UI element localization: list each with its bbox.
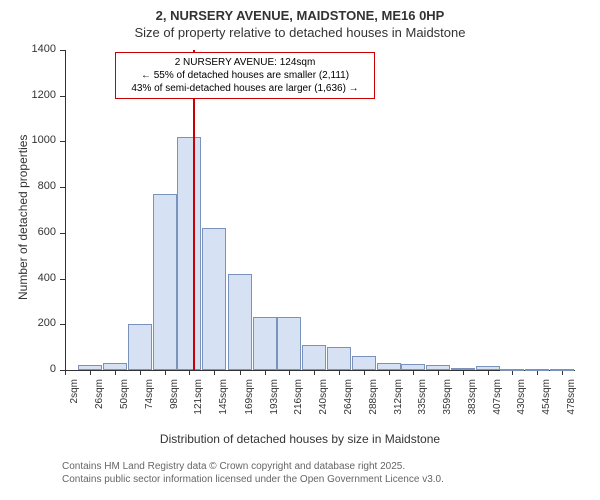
y-axis-line: [65, 50, 66, 370]
chart-title-address: 2, NURSERY AVENUE, MAIDSTONE, ME16 0HP: [0, 8, 600, 23]
x-tick: [413, 370, 414, 375]
histogram-bar: [500, 369, 524, 371]
x-tick-label: 264sqm: [343, 379, 354, 479]
y-tick-label: 1000: [0, 134, 56, 146]
histogram-bar: [525, 369, 549, 371]
annotation-line: ← 55% of detached houses are smaller (2,…: [122, 69, 368, 82]
x-tick-label: 50sqm: [119, 379, 130, 479]
y-tick-label: 1400: [0, 43, 56, 55]
x-tick: [65, 370, 66, 375]
histogram-bar: [202, 228, 226, 370]
x-tick: [463, 370, 464, 375]
x-tick-label: 383sqm: [467, 379, 478, 479]
x-tick: [90, 370, 91, 375]
y-tick-label: 200: [0, 317, 56, 329]
x-tick-label: 145sqm: [218, 379, 229, 479]
x-tick: [289, 370, 290, 375]
histogram-bar: [451, 368, 475, 370]
y-tick: [60, 96, 65, 97]
y-tick-label: 800: [0, 180, 56, 192]
histogram-bar: [476, 366, 500, 370]
y-tick: [60, 141, 65, 142]
annotation-line: 43% of semi-detached houses are larger (…: [122, 82, 368, 95]
histogram-bar: [177, 137, 201, 370]
chart-subtitle: Size of property relative to detached ho…: [0, 25, 600, 40]
x-tick: [488, 370, 489, 375]
y-tick-label: 0: [0, 363, 56, 375]
histogram-bar: [377, 363, 401, 370]
x-tick: [438, 370, 439, 375]
histogram-bar: [401, 364, 425, 370]
y-tick: [60, 187, 65, 188]
annotation-line: 2 NURSERY AVENUE: 124sqm: [122, 56, 368, 69]
x-tick-label: 193sqm: [269, 379, 280, 479]
histogram-bar: [550, 369, 574, 371]
chart-container: 2, NURSERY AVENUE, MAIDSTONE, ME16 0HP S…: [0, 0, 600, 500]
x-axis-line: [65, 370, 575, 371]
y-tick: [60, 50, 65, 51]
x-tick-label: 98sqm: [169, 379, 180, 479]
x-tick-label: 335sqm: [417, 379, 428, 479]
histogram-bar: [228, 274, 252, 370]
x-tick: [389, 370, 390, 375]
x-tick: [140, 370, 141, 375]
histogram-bar: [253, 317, 277, 370]
x-tick: [339, 370, 340, 375]
x-tick-label: 2sqm: [69, 379, 80, 479]
x-tick-label: 430sqm: [516, 379, 527, 479]
x-tick-label: 454sqm: [541, 379, 552, 479]
x-tick-label: 74sqm: [144, 379, 155, 479]
y-tick-label: 600: [0, 226, 56, 238]
histogram-bar: [153, 194, 177, 370]
x-tick-label: 288sqm: [368, 379, 379, 479]
x-tick-label: 478sqm: [566, 379, 577, 479]
x-tick-label: 121sqm: [193, 379, 204, 479]
histogram-bar: [78, 365, 102, 370]
histogram-bar: [103, 363, 127, 370]
x-tick-label: 312sqm: [393, 379, 404, 479]
y-tick-label: 400: [0, 272, 56, 284]
x-tick: [240, 370, 241, 375]
x-tick: [265, 370, 266, 375]
x-tick: [189, 370, 190, 375]
x-tick: [115, 370, 116, 375]
y-tick: [60, 279, 65, 280]
histogram-bar: [426, 365, 450, 370]
y-tick: [60, 324, 65, 325]
y-tick: [60, 233, 65, 234]
x-tick-label: 26sqm: [94, 379, 105, 479]
x-tick: [364, 370, 365, 375]
histogram-bar: [302, 345, 326, 370]
x-tick-label: 240sqm: [318, 379, 329, 479]
histogram-bar: [277, 317, 301, 370]
y-tick-label: 1200: [0, 89, 56, 101]
x-tick-label: 359sqm: [442, 379, 453, 479]
histogram-bar: [327, 347, 351, 370]
x-tick: [165, 370, 166, 375]
x-tick: [314, 370, 315, 375]
x-tick-label: 407sqm: [492, 379, 503, 479]
histogram-bar: [352, 356, 376, 370]
x-tick-label: 216sqm: [293, 379, 304, 479]
annotation-box: 2 NURSERY AVENUE: 124sqm← 55% of detache…: [115, 52, 375, 99]
x-tick-label: 169sqm: [244, 379, 255, 479]
x-tick: [214, 370, 215, 375]
histogram-bar: [128, 324, 152, 370]
title-block: 2, NURSERY AVENUE, MAIDSTONE, ME16 0HP S…: [0, 0, 600, 40]
